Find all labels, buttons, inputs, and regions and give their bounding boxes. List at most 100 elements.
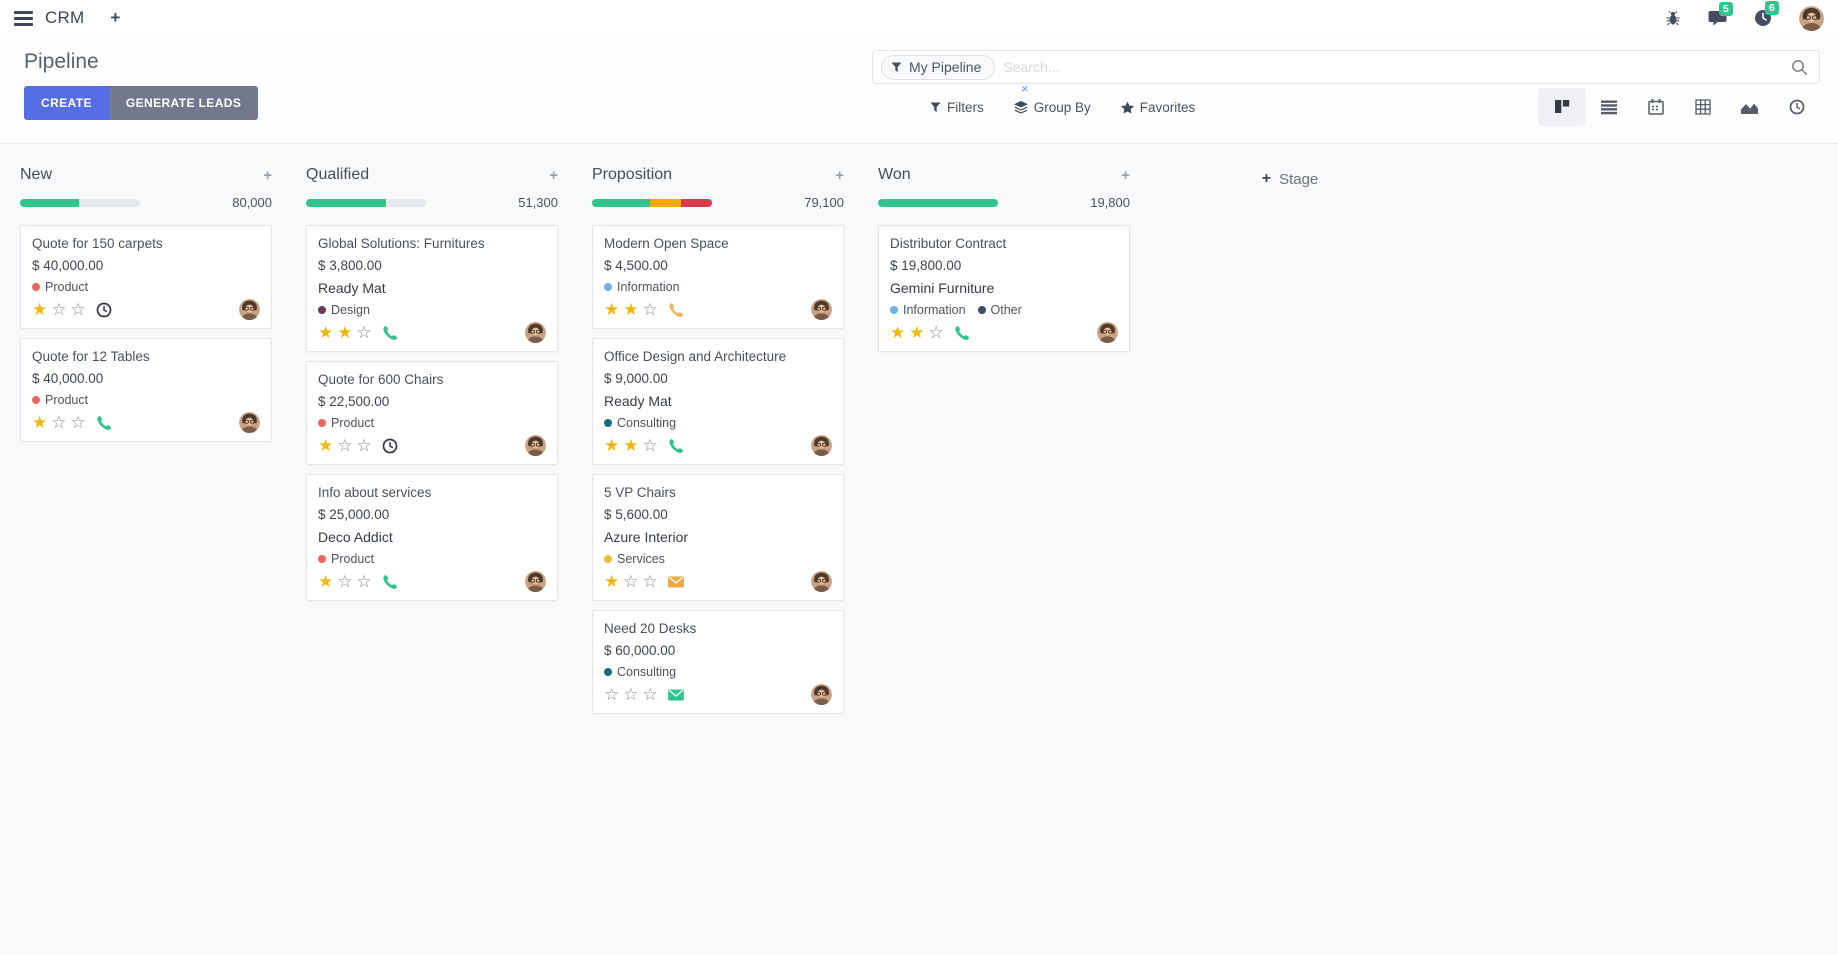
view-calendar-button[interactable] bbox=[1632, 88, 1679, 126]
star-icon[interactable]: ★ bbox=[604, 435, 620, 455]
facet-remove-icon[interactable]: × bbox=[1021, 81, 1029, 96]
search-icon[interactable] bbox=[1788, 59, 1811, 76]
star-icon[interactable]: ☆ bbox=[623, 684, 639, 704]
progress-segment[interactable] bbox=[20, 198, 79, 207]
column-title[interactable]: Proposition bbox=[592, 166, 673, 183]
salesperson-avatar[interactable] bbox=[811, 571, 832, 592]
salesperson-avatar[interactable] bbox=[811, 435, 832, 456]
kanban-card[interactable]: Quote for 150 carpets $ 40,000.00 Produc… bbox=[20, 225, 272, 329]
star-icon[interactable]: ★ bbox=[604, 571, 620, 591]
activity-clock-icon[interactable] bbox=[96, 302, 112, 318]
star-icon[interactable]: ☆ bbox=[604, 684, 620, 704]
star-icon[interactable]: ★ bbox=[337, 322, 353, 342]
star-icon[interactable]: ☆ bbox=[337, 435, 353, 455]
search-facet-my-pipeline[interactable]: My Pipeline bbox=[881, 54, 996, 80]
salesperson-avatar[interactable] bbox=[525, 435, 546, 456]
kanban-card[interactable]: Info about services $ 25,000.00 Deco Add… bbox=[306, 474, 558, 601]
messages-icon[interactable]: 5 bbox=[1708, 1, 1733, 27]
salesperson-avatar[interactable] bbox=[811, 684, 832, 705]
star-icon[interactable]: ☆ bbox=[642, 299, 658, 319]
star-icon[interactable]: ★ bbox=[909, 322, 925, 342]
activities-clock-icon[interactable]: 6 bbox=[1754, 1, 1779, 27]
debug-bug-icon[interactable] bbox=[1665, 10, 1681, 26]
activity-clock-icon[interactable] bbox=[382, 438, 398, 454]
activity-phone-icon[interactable] bbox=[382, 325, 398, 341]
new-window-plus-icon[interactable]: + bbox=[110, 8, 121, 27]
add-stage-button[interactable]: + Stage bbox=[1262, 170, 1319, 188]
star-icon[interactable]: ★ bbox=[623, 299, 639, 319]
star-icon[interactable]: ★ bbox=[604, 299, 620, 319]
view-list-button[interactable] bbox=[1585, 88, 1632, 126]
star-icon[interactable]: ★ bbox=[623, 435, 639, 455]
activity-phone-icon[interactable] bbox=[954, 325, 970, 341]
star-icon[interactable]: ☆ bbox=[642, 435, 658, 455]
add-record-icon[interactable]: + bbox=[835, 166, 844, 184]
column-progressbar[interactable] bbox=[20, 198, 140, 207]
search-bar[interactable]: My Pipeline × bbox=[872, 50, 1820, 95]
salesperson-avatar[interactable] bbox=[525, 322, 546, 343]
star-icon[interactable]: ★ bbox=[318, 435, 334, 455]
kanban-card[interactable]: Quote for 600 Chairs $ 22,500.00 Product… bbox=[306, 361, 558, 465]
star-icon[interactable]: ☆ bbox=[70, 299, 86, 319]
activity-phone-icon[interactable] bbox=[96, 415, 112, 431]
view-activity-button[interactable] bbox=[1773, 88, 1820, 126]
activity-phone-icon[interactable] bbox=[382, 574, 398, 590]
kanban-card[interactable]: Need 20 Desks $ 60,000.00 Consulting ☆ ☆ ☆ bbox=[592, 610, 844, 714]
star-icon[interactable]: ☆ bbox=[928, 322, 944, 342]
favorites-menu[interactable]: Favorites bbox=[1120, 94, 1195, 121]
user-avatar[interactable] bbox=[1799, 5, 1824, 31]
kanban-card[interactable]: Office Design and Architecture $ 9,000.0… bbox=[592, 338, 844, 465]
star-icon[interactable]: ★ bbox=[32, 412, 48, 432]
star-icon[interactable]: ★ bbox=[32, 299, 48, 319]
filters-menu[interactable]: Filters bbox=[930, 94, 984, 121]
star-icon[interactable]: ☆ bbox=[356, 322, 372, 342]
view-graph-button[interactable] bbox=[1726, 88, 1773, 126]
kanban-card[interactable]: Distributor Contract $ 19,800.00 Gemini … bbox=[878, 225, 1130, 352]
activity-envelope-icon[interactable] bbox=[667, 574, 684, 590]
progress-segment[interactable] bbox=[592, 198, 650, 207]
kanban-card[interactable]: Modern Open Space $ 4,500.00 Information… bbox=[592, 225, 844, 329]
view-kanban-button[interactable] bbox=[1538, 88, 1585, 126]
star-icon[interactable]: ☆ bbox=[356, 571, 372, 591]
activity-phone-icon[interactable] bbox=[668, 438, 684, 454]
view-pivot-button[interactable] bbox=[1679, 88, 1726, 126]
kanban-card[interactable]: Global Solutions: Furnitures $ 3,800.00 … bbox=[306, 225, 558, 352]
column-title[interactable]: Qualified bbox=[306, 166, 370, 183]
column-title[interactable]: Won bbox=[878, 166, 911, 183]
column-progressbar[interactable] bbox=[592, 198, 712, 207]
app-name[interactable]: CRM bbox=[45, 8, 85, 27]
group-by-menu[interactable]: Group By bbox=[1013, 94, 1091, 121]
salesperson-avatar[interactable] bbox=[239, 412, 260, 433]
star-icon[interactable]: ☆ bbox=[642, 684, 658, 704]
star-icon[interactable]: ☆ bbox=[51, 412, 67, 432]
star-icon[interactable]: ☆ bbox=[337, 571, 353, 591]
progress-segment[interactable] bbox=[878, 198, 998, 207]
column-title[interactable]: New bbox=[20, 166, 53, 183]
activity-phone-icon[interactable] bbox=[668, 302, 684, 318]
activity-envelope-icon[interactable] bbox=[667, 687, 684, 703]
progress-segment[interactable] bbox=[306, 198, 387, 207]
progress-segment[interactable] bbox=[680, 198, 712, 207]
add-record-icon[interactable]: + bbox=[263, 166, 272, 184]
star-icon[interactable]: ★ bbox=[318, 322, 334, 342]
search-input[interactable] bbox=[1003, 59, 1788, 75]
salesperson-avatar[interactable] bbox=[811, 299, 832, 320]
star-icon[interactable]: ★ bbox=[318, 571, 334, 591]
column-progressbar[interactable] bbox=[878, 198, 998, 207]
star-icon[interactable]: ☆ bbox=[356, 435, 372, 455]
add-record-icon[interactable]: + bbox=[1121, 166, 1130, 184]
kanban-card[interactable]: Quote for 12 Tables $ 40,000.00 Product … bbox=[20, 338, 272, 442]
create-button[interactable]: CREATE bbox=[24, 86, 109, 120]
column-progressbar[interactable] bbox=[306, 198, 426, 207]
add-record-icon[interactable]: + bbox=[549, 166, 558, 184]
star-icon[interactable]: ☆ bbox=[70, 412, 86, 432]
salesperson-avatar[interactable] bbox=[1097, 322, 1118, 343]
star-icon[interactable]: ★ bbox=[890, 322, 906, 342]
kanban-card[interactable]: 5 VP Chairs $ 5,600.00 Azure Interior Se… bbox=[592, 474, 844, 601]
star-icon[interactable]: ☆ bbox=[51, 299, 67, 319]
salesperson-avatar[interactable] bbox=[525, 571, 546, 592]
salesperson-avatar[interactable] bbox=[239, 299, 260, 320]
star-icon[interactable]: ☆ bbox=[623, 571, 639, 591]
apps-menu-icon[interactable] bbox=[14, 10, 33, 26]
star-icon[interactable]: ☆ bbox=[642, 571, 658, 591]
